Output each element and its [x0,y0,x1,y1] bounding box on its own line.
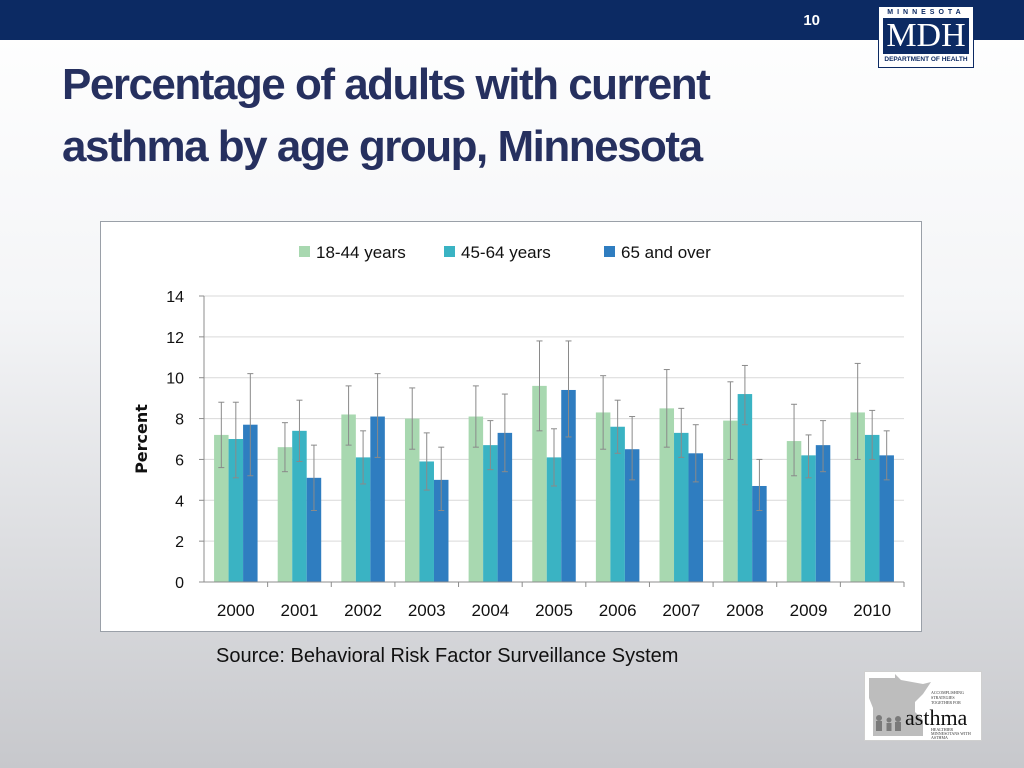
bar-2010-s2 [879,455,894,582]
asthma-logo-tagline-3: TOGETHER FOR [931,700,961,705]
asthma-logo-tagline-1: ACCOMPLISHING [931,690,964,695]
x-tick-label-2010: 2010 [853,601,891,620]
mdh-logo-state: MINNESOTA [887,9,965,16]
bar-2001-s2 [306,477,322,582]
minnesota-map-icon: asthma ACCOMPLISHING STRATEGIES TOGETHER… [869,674,971,740]
y-tick-label-6: 6 [175,452,184,469]
y-tick-label-12: 12 [166,330,184,347]
y-tick-label-8: 8 [175,412,184,429]
x-tick-label-2004: 2004 [471,601,509,620]
bar-2008-s1 [737,394,753,582]
asthma-logo-word: asthma [905,705,968,730]
bar-2004-s2 [497,432,513,582]
bar-2002-s0 [341,414,356,582]
top-banner [0,0,1024,40]
x-tick-label-2001: 2001 [281,601,319,620]
bar-2002-s1 [355,457,371,582]
x-tick-label-2008: 2008 [726,601,764,620]
asthma-logo-tagline-2: STRATEGIES [931,695,955,700]
x-tick-label-2000: 2000 [217,601,255,620]
slide-number: 10 [803,12,820,29]
bar-2000-s1 [228,439,244,582]
y-tick-label-2: 2 [175,534,184,551]
source-note: Source: Behavioral Risk Factor Surveilla… [216,645,679,667]
legend-swatch-s2 [604,246,615,257]
legend-label-s0: 18-44 years [316,243,406,262]
x-tick-label-2003: 2003 [408,601,446,620]
x-tick-label-2002: 2002 [344,601,382,620]
bar-2001-s0 [277,447,293,582]
legend-swatch-s1 [444,246,455,257]
slide-title-line2: asthma by age group, Minnesota [62,122,703,171]
mdh-logo-mark: MDH [883,18,969,54]
bar-2005-s1 [546,457,562,582]
x-tick-label-2006: 2006 [599,601,637,620]
bar-2004-s1 [483,445,498,582]
y-tick-label-4: 4 [175,493,184,510]
x-tick-label-2005: 2005 [535,601,573,620]
legend-label-s1: 45-64 years [461,243,551,262]
bar-2010-s0 [850,412,865,582]
mdh-logo-dept: DEPARTMENT OF HEALTH [884,56,968,63]
bar-2000-s0 [214,434,229,582]
asthma-logo: asthma ACCOMPLISHING STRATEGIES TOGETHER… [864,671,982,741]
bar-2005-s2 [561,389,576,582]
bar-2000-s2 [243,424,258,582]
asthma-logo-tagline-5: MINNESOTANS WITH [931,731,971,736]
bar-2008-s0 [723,420,738,582]
y-tick-label-14: 14 [166,289,184,306]
bar-chart: 0 2 4 6 8 10 12 14 Percent 2000 2001 2002 2003 2004 20… [132,243,905,620]
bar-2002-s2 [370,416,385,582]
bar-2007-s0 [659,408,675,582]
bar-2001-s1 [292,430,307,582]
bar-2003-s0 [404,418,420,582]
bar-2003-s2 [433,479,449,582]
bar-2010-s1 [864,434,880,582]
bar-2007-s1 [674,432,689,582]
asthma-logo-tagline-6: ASTHMA [931,735,948,740]
bar-2006-s2 [624,449,640,582]
legend-label-s2: 65 and over [621,243,711,262]
chart-container: 0 2 4 6 8 10 12 14 Percent 2000 2001 2002 2003 2004 20… [100,221,922,632]
x-tick-label-2007: 2007 [662,601,700,620]
mdh-logo: MINNESOTA MDH DEPARTMENT OF HEALTH [878,6,974,68]
y-tick-label-0: 0 [175,575,184,592]
y-axis-label: Percent [132,404,151,474]
legend-swatch-s0 [299,246,310,257]
x-tick-label-2009: 2009 [790,601,828,620]
bar-2008-s2 [752,485,767,582]
bar-2009-s1 [801,455,816,582]
bar-2009-s0 [786,441,802,582]
asthma-logo-tagline-4: HEALTHIER [931,727,953,732]
bar-2006-s0 [595,412,611,582]
bar-2003-s1 [419,461,434,582]
slide-title: Percentage of adults with current asthma… [62,54,842,178]
y-tick-label-10: 10 [166,371,184,388]
bar-2009-s2 [815,445,831,582]
bar-2007-s2 [688,453,704,582]
bar-2006-s1 [610,426,625,582]
bar-2005-s0 [532,385,547,582]
slide-title-line1: Percentage of adults with current [62,60,711,109]
bar-2004-s0 [468,416,484,582]
